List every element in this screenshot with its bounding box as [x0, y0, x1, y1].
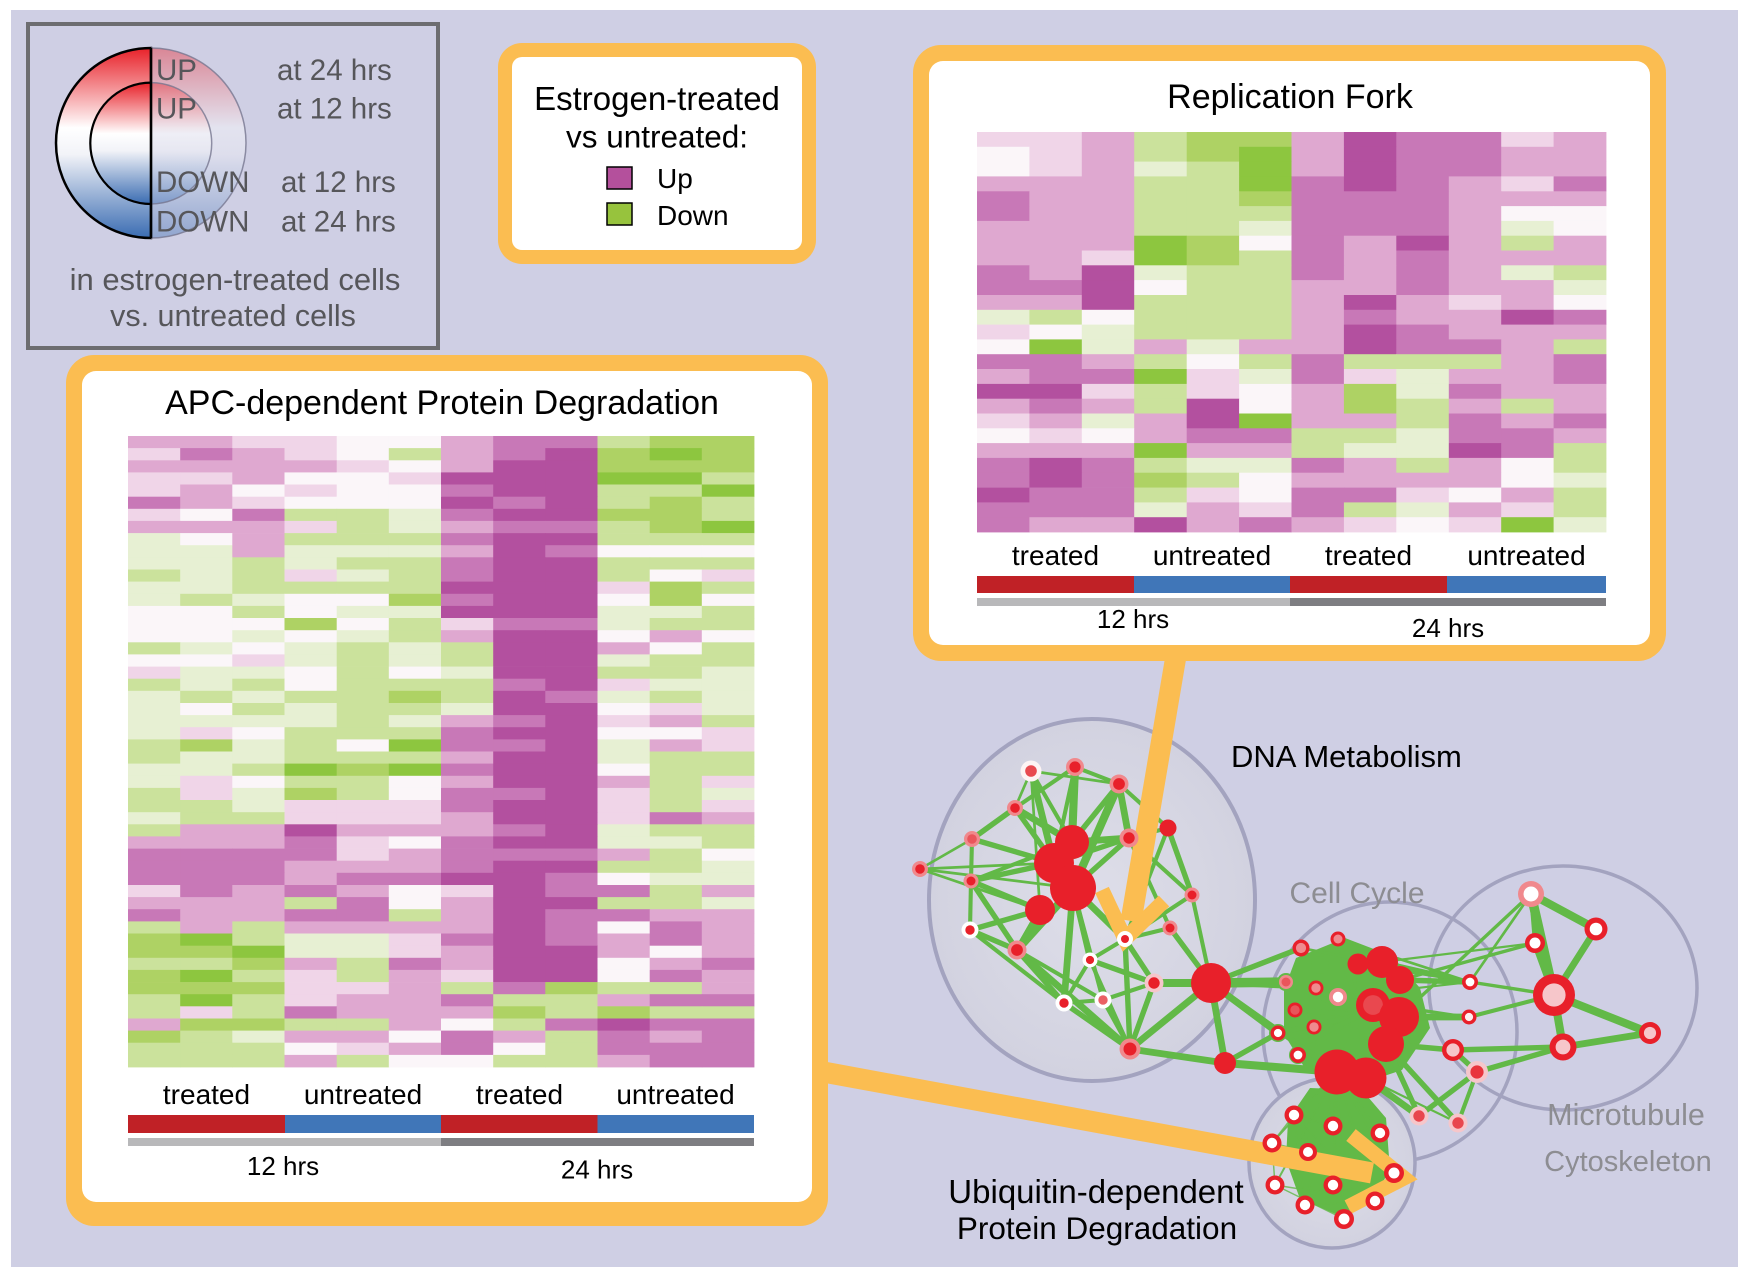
svg-text:Up: Up: [657, 163, 693, 194]
svg-text:Ubiquitin-dependent: Ubiquitin-dependent: [948, 1173, 1243, 1210]
svg-text:12 hrs: 12 hrs: [1097, 604, 1169, 634]
svg-text:untreated: untreated: [616, 1079, 734, 1110]
svg-text:treated: treated: [1325, 540, 1412, 571]
svg-text:APC-dependent Protein Degradat: APC-dependent Protein Degradation: [165, 384, 719, 422]
svg-text:UP: UP: [156, 54, 197, 87]
svg-text:Replication Fork: Replication Fork: [1167, 78, 1414, 116]
svg-text:untreated: untreated: [1153, 540, 1271, 571]
svg-text:Down: Down: [657, 200, 729, 231]
svg-text:at 12 hrs: at 12 hrs: [277, 93, 392, 126]
svg-text:DNA Metabolism: DNA Metabolism: [1231, 739, 1462, 774]
svg-text:at 24 hrs: at 24 hrs: [277, 54, 392, 87]
svg-text:Microtubule: Microtubule: [1547, 1098, 1705, 1132]
svg-text:DOWN: DOWN: [156, 166, 249, 199]
svg-text:24 hrs: 24 hrs: [1412, 613, 1484, 643]
svg-text:vs. untreated cells: vs. untreated cells: [110, 299, 356, 333]
svg-text:treated: treated: [476, 1079, 563, 1110]
svg-text:at 12 hrs: at 12 hrs: [281, 166, 396, 199]
svg-text:treated: treated: [1012, 540, 1099, 571]
svg-text:UP: UP: [156, 93, 197, 126]
svg-text:treated: treated: [163, 1079, 250, 1110]
svg-text:24 hrs: 24 hrs: [561, 1155, 633, 1185]
svg-text:Cell Cycle: Cell Cycle: [1289, 877, 1424, 910]
svg-text:DOWN: DOWN: [156, 206, 249, 239]
svg-text:12 hrs: 12 hrs: [247, 1151, 319, 1181]
svg-text:Cytoskeleton: Cytoskeleton: [1544, 1146, 1712, 1178]
svg-text:Estrogen-treated: Estrogen-treated: [534, 80, 780, 117]
svg-text:vs untreated:: vs untreated:: [566, 119, 748, 155]
svg-text:in estrogen-treated cells: in estrogen-treated cells: [70, 262, 401, 297]
svg-text:untreated: untreated: [1467, 540, 1585, 571]
svg-text:untreated: untreated: [304, 1079, 422, 1110]
svg-text:Protein Degradation: Protein Degradation: [957, 1210, 1237, 1246]
svg-text:at 24 hrs: at 24 hrs: [281, 206, 396, 239]
